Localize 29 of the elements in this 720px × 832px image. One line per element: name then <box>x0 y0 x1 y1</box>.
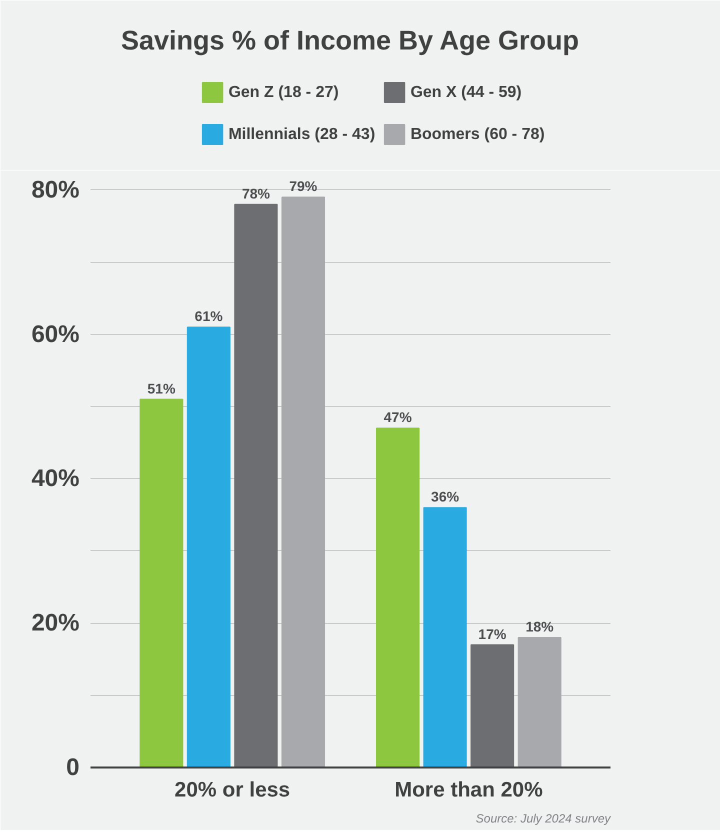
y-tick-label: 40% <box>31 465 80 492</box>
bar <box>281 196 325 768</box>
data-label: 47% <box>384 409 412 426</box>
bar <box>234 204 278 768</box>
data-label: 79% <box>289 178 318 194</box>
legend-label: Gen Z (18 - 27) <box>228 84 339 101</box>
bar <box>140 398 184 768</box>
legend-label: Millennials (28 - 43) <box>228 126 376 143</box>
data-label: 36% <box>431 488 460 505</box>
legend-label: Gen X (44 - 59) <box>410 84 522 101</box>
y-tick-label: 0 <box>66 754 80 781</box>
x-tick-label: More than 20% <box>394 778 544 802</box>
source-note: Source: July 2024 survey <box>476 812 612 826</box>
data-label: 17% <box>478 626 507 642</box>
y-tick-label: 80% <box>31 176 80 204</box>
data-label: 78% <box>242 185 271 202</box>
bar <box>470 644 514 768</box>
bar <box>518 637 562 768</box>
data-label: 18% <box>526 618 554 635</box>
legend-label: Boomers (60 - 78) <box>410 126 545 143</box>
bar <box>376 428 420 768</box>
bar <box>186 326 230 768</box>
bar <box>423 507 467 768</box>
data-label: 51% <box>147 380 176 396</box>
y-tick-label: 60% <box>31 320 80 348</box>
data-label: 61% <box>194 308 224 324</box>
x-tick-label: 20% or less <box>174 778 290 802</box>
chart-title: Savings % of Income By Age Group <box>120 26 580 56</box>
y-tick-label: 20% <box>31 610 80 637</box>
